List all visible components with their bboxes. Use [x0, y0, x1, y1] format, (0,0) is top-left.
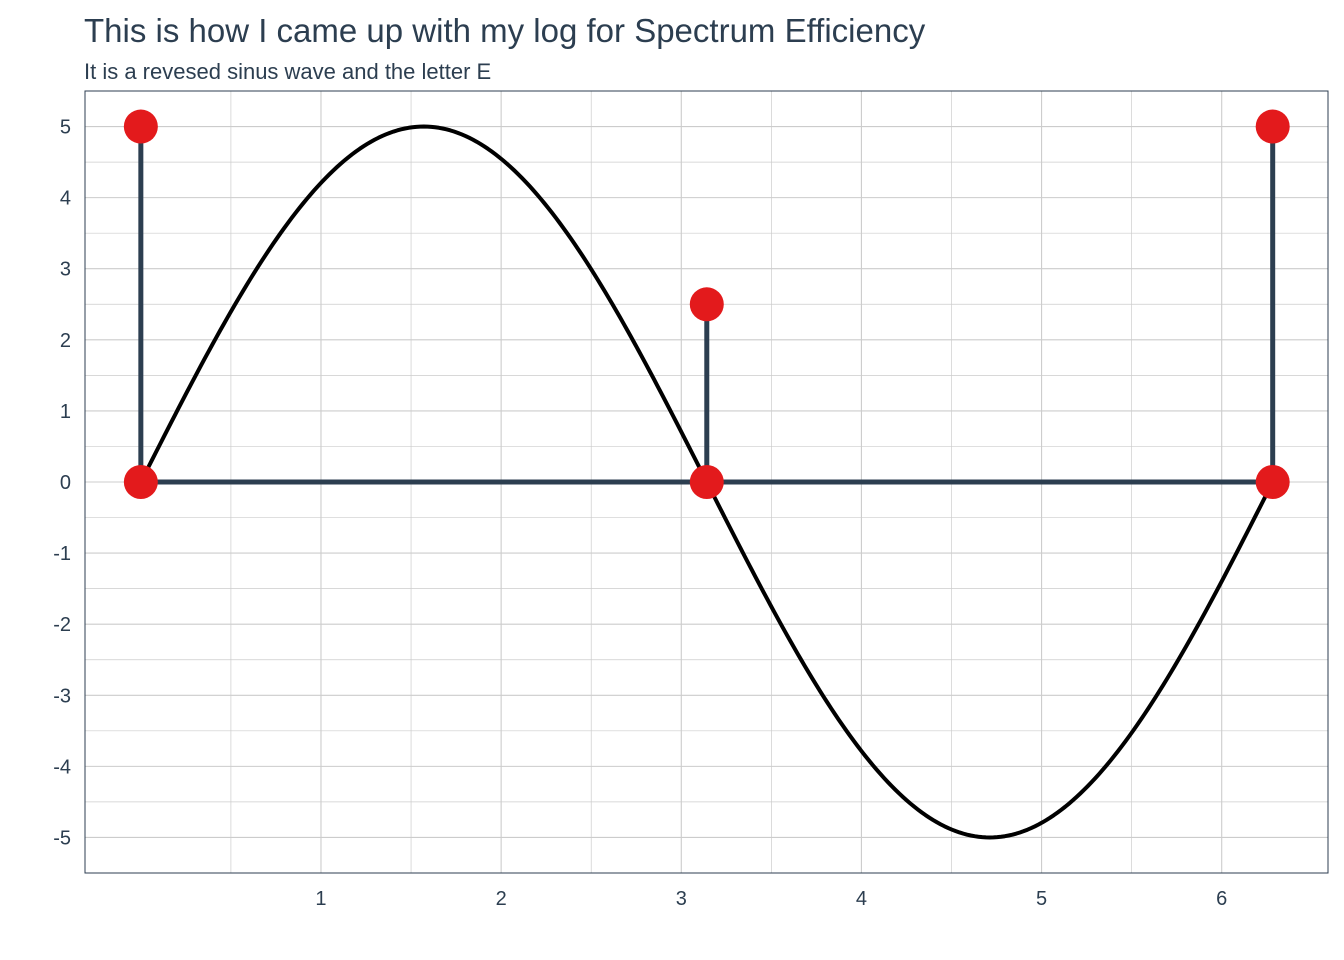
y-tick-label: -2: [53, 614, 71, 636]
x-tick-label: 5: [1036, 888, 1047, 910]
panel-border: [84, 90, 1329, 874]
x-tick-label: 3: [676, 888, 687, 910]
chart-subtitle: It is a revesed sinus wave and the lette…: [84, 59, 492, 84]
y-tick-label: -1: [53, 543, 71, 565]
x-tick-label: 4: [856, 888, 867, 910]
chart-title: This is how I came up with my log for Sp…: [84, 12, 926, 49]
data-point: [123, 465, 158, 499]
data-point: [123, 109, 158, 144]
point-layer: [123, 109, 1290, 499]
y-tick-label: 3: [60, 259, 71, 281]
y-tick-label: 4: [60, 188, 71, 210]
y-tick-label: -3: [53, 685, 71, 707]
y-tick-label: 1: [60, 401, 71, 423]
y-tick-label: 5: [60, 117, 71, 139]
x-tick-label: 2: [496, 888, 507, 910]
x-tick-layer: 1 2 3 4 5 6: [315, 888, 1227, 910]
x-tick-label: 6: [1216, 888, 1227, 910]
y-tick-layer: 5 4 3 2 1 0 -1 -2 -3 -4 -5: [53, 117, 71, 850]
y-tick-label: -4: [53, 756, 71, 778]
grid-layer: [85, 90, 1328, 874]
data-point: [689, 287, 724, 322]
data-point: [1255, 109, 1290, 144]
x-tick-label: 1: [315, 888, 326, 910]
y-tick-label: 0: [60, 472, 71, 494]
y-tick-label: 2: [60, 330, 71, 352]
data-point: [1255, 465, 1290, 499]
data-point: [689, 465, 724, 499]
y-tick-label: -5: [53, 827, 71, 849]
